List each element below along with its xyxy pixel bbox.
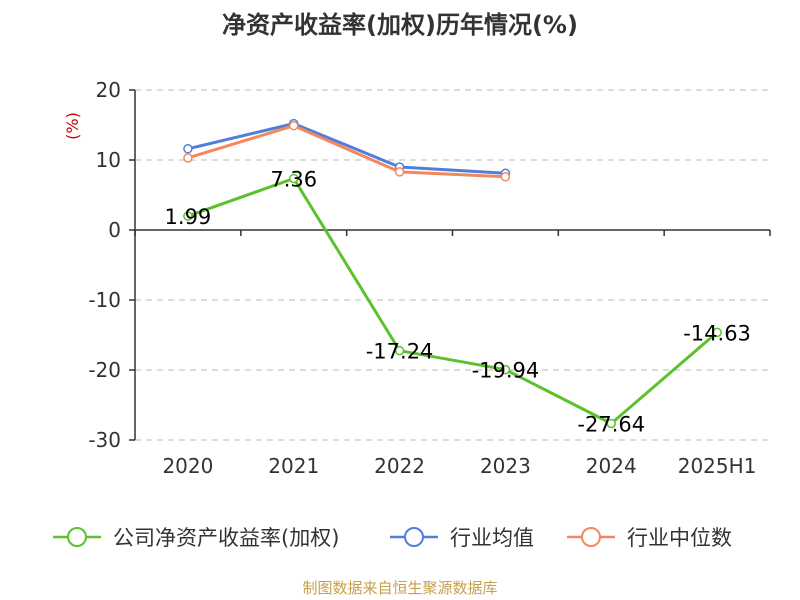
data-point (183, 153, 193, 163)
series-line (187, 122, 506, 175)
data-point (183, 211, 193, 221)
y-axis-unit: (%) (63, 112, 82, 140)
y-tick-labels: 20 10 0 -10 -20 -30 (88, 78, 121, 452)
x-tick-label: 2022 (374, 454, 425, 478)
chart-title: 净资产收益率(加权)历年情况(%) (222, 11, 578, 39)
y-tick-label: -10 (88, 288, 121, 312)
grid-lines (135, 89, 770, 441)
x-tick-label: 2024 (586, 454, 637, 478)
data-label: 1.99 (165, 205, 212, 229)
data-label: 7.36 (270, 167, 317, 191)
legend-label: 行业中位数 (627, 526, 732, 550)
data-point (606, 418, 616, 429)
data-point (183, 144, 193, 154)
legend-label: 公司净资产收益率(加权) (113, 526, 339, 550)
y-tick-label: 20 (96, 78, 121, 102)
x-tick-labels: 2020 2021 2022 2023 2024 2025H1 (162, 454, 756, 478)
series-line (187, 124, 506, 179)
x-tick-label: 2021 (268, 454, 319, 478)
series-line (187, 176, 719, 425)
y-tick-label: -30 (88, 428, 121, 452)
legend-swatch-marker (581, 527, 601, 547)
data-label: -27.64 (577, 412, 645, 436)
legend-swatch-marker (404, 527, 424, 547)
data-label: -19.94 (472, 359, 540, 383)
data-point (394, 167, 405, 177)
data-point (500, 172, 511, 182)
data-label: -14.63 (683, 321, 751, 345)
data-point (500, 364, 511, 375)
y-tick-label: 0 (108, 218, 121, 242)
data-label: -17.24 (366, 340, 434, 364)
x-tick-label: 2023 (480, 454, 531, 478)
legend-swatch-marker (67, 527, 87, 547)
data-point (394, 345, 405, 356)
legend: 公司净资产收益率(加权) 行业均值 行业中位数 (53, 526, 732, 550)
x-tick-label: 2020 (162, 454, 213, 478)
axes (129, 89, 771, 441)
series-lines (183, 118, 722, 429)
y-tick-label: -20 (88, 358, 121, 382)
legend-label: 行业均值 (450, 526, 534, 550)
data-point (289, 120, 299, 131)
data-point (712, 327, 722, 338)
source-note: 制图数据来自恒生聚源数据库 (302, 579, 497, 597)
data-labels: 1.99 7.36 -17.24 -19.94 -27.64 -14.63 (165, 167, 751, 436)
data-point (289, 173, 299, 184)
x-tick-label: 2025H1 (678, 454, 757, 478)
y-tick-label: 10 (96, 148, 121, 172)
